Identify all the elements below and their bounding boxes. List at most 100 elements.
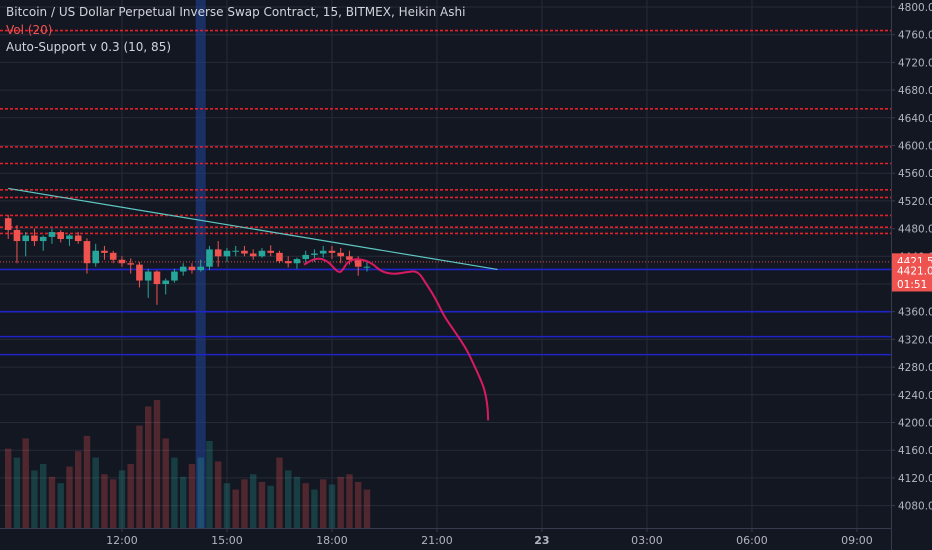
volume-bar <box>31 470 38 528</box>
price-tick-label: 4280.0 <box>898 362 932 374</box>
candle-body <box>92 250 99 264</box>
volume-bar <box>75 451 82 528</box>
volume-bar <box>250 474 257 528</box>
volume-bar <box>92 457 99 528</box>
volume-bar <box>145 406 152 528</box>
volume-bar <box>363 489 371 528</box>
countdown-badge: 01:51 <box>897 279 927 291</box>
price-tick-label: 4800.0 <box>898 2 932 14</box>
candle-body <box>101 250 108 253</box>
price-tick-label: 4600.0 <box>898 141 932 153</box>
volume-bar <box>285 470 292 528</box>
volume-bar <box>48 476 56 528</box>
candle-body <box>109 252 117 260</box>
time-tick-label: 03:00 <box>631 534 663 547</box>
candle-body <box>48 232 56 237</box>
candle-body <box>214 249 222 257</box>
candle-body <box>284 261 292 264</box>
volume-bar <box>355 481 362 528</box>
candle-body <box>206 249 213 267</box>
volume-bar <box>136 425 143 528</box>
volume-bar <box>346 474 353 528</box>
price-tick-label: 4560.0 <box>898 168 932 180</box>
candle-body <box>4 218 12 230</box>
chart-legend: Bitcoin / US Dollar Perpetual Inverse Sw… <box>6 4 465 57</box>
candle-body <box>346 256 353 260</box>
candle-body <box>83 241 91 264</box>
volume-bar <box>258 481 266 528</box>
candle-body <box>144 271 152 281</box>
time-tick-label: 23 <box>534 534 549 547</box>
price-tick-label: 4760.0 <box>898 30 932 42</box>
volume-bar <box>127 464 134 528</box>
price-badge-b-background <box>892 262 932 278</box>
candle-body <box>293 259 301 264</box>
time-axis-background <box>0 528 891 550</box>
candle-body <box>57 232 64 239</box>
time-tick-label: 21:00 <box>421 534 453 547</box>
candle-body <box>127 263 134 265</box>
price-tick-label: 4240.0 <box>898 390 932 402</box>
symbol-title[interactable]: Bitcoin / US Dollar Perpetual Inverse Sw… <box>6 5 466 19</box>
candle-body <box>302 254 309 260</box>
volume-bar <box>110 479 117 528</box>
price-tick-label: 4080.0 <box>898 501 932 513</box>
candle-body <box>311 253 318 255</box>
volume-bar <box>276 457 283 528</box>
candle-body <box>241 250 248 254</box>
candle-body <box>223 250 231 257</box>
volume-bar <box>197 457 204 528</box>
price-tick-label: 4680.0 <box>898 85 932 97</box>
volume-bar <box>118 470 126 528</box>
auto-support-indicator-label[interactable]: Auto-Support v 0.3 (10, 85) <box>6 40 172 54</box>
price-tick-label: 4120.0 <box>898 473 932 485</box>
trendline <box>8 187 498 271</box>
time-tick-label: 09:00 <box>841 534 873 547</box>
volume-bar <box>267 485 274 528</box>
candle-body <box>232 250 239 252</box>
volume-indicator-label[interactable]: Vol (20) <box>6 22 53 37</box>
candle-body <box>13 229 21 242</box>
volume-bar <box>223 483 231 528</box>
time-tick-label: 15:00 <box>211 534 243 547</box>
candle-body <box>136 264 143 281</box>
volume-bar <box>302 483 309 528</box>
volume-bar <box>171 457 178 528</box>
candle-body <box>258 250 266 257</box>
volume-bar <box>22 438 29 528</box>
price-tick-label: 4720.0 <box>898 57 932 69</box>
candle-body <box>74 235 82 242</box>
volume-bar <box>153 400 161 528</box>
price-tick-label: 4640.0 <box>898 113 932 125</box>
candle-body <box>162 280 169 284</box>
candle-body <box>179 266 187 272</box>
candlestick-series[interactable] <box>4 214 371 305</box>
candle-body <box>118 259 126 264</box>
volume-bar <box>188 464 196 528</box>
volume-bar <box>5 448 12 528</box>
candle-body <box>153 271 161 284</box>
volume-bar <box>328 484 336 528</box>
time-tick-label: 12:00 <box>106 534 138 547</box>
candle-body <box>22 235 29 242</box>
volume-bar <box>13 457 21 528</box>
volume-bar <box>232 489 239 528</box>
price-tick-label: 4160.0 <box>898 445 932 457</box>
candle-body <box>354 259 362 267</box>
volume-bar <box>215 461 222 528</box>
volume-bar <box>180 476 187 528</box>
candle-body <box>188 266 196 271</box>
volume-bar <box>293 476 301 528</box>
candle-body <box>328 250 336 253</box>
price-tick-label: 4360.0 <box>898 307 932 319</box>
candle-body <box>66 235 73 239</box>
time-tick-label: 06:00 <box>736 534 768 547</box>
candle-body <box>363 266 371 268</box>
volume-bar <box>311 489 318 528</box>
candle-body <box>319 250 327 254</box>
time-axis[interactable]: 12:00 15:00 18:00 21:00 23 03:00 06:00 09:00 <box>0 528 891 550</box>
volume-bar <box>320 479 327 528</box>
volume-bar <box>40 464 47 528</box>
